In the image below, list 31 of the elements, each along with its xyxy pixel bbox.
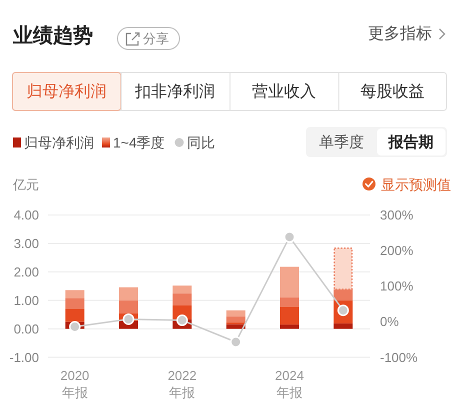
y-tick-label: 3.00 — [14, 236, 39, 251]
x-tick-label: 2024 年报 — [275, 368, 304, 400]
y2-tick-label: 0% — [380, 314, 400, 330]
text: 显示预测值 — [381, 176, 451, 192]
y2-tick-label: 300% — [380, 208, 414, 222]
y-tick-label: 0.00 — [14, 321, 39, 336]
y-tick-label: 4.00 — [14, 208, 39, 222]
legend: 归母净利润 1~4季度 同比 — [13, 134, 215, 150]
text: 扣非净利润 — [134, 82, 216, 100]
chart-title: 业绩趋势 — [12, 25, 93, 47]
y-tick-label: -1.00 — [9, 350, 39, 365]
text: 分享 — [143, 31, 169, 46]
text: 报告期 — [388, 134, 434, 151]
point — [69, 320, 81, 332]
y-tick-label: 2.00 — [14, 264, 39, 280]
point — [284, 231, 296, 243]
x-tick-label: 2022 年报 — [168, 368, 197, 400]
x-tick-label: 2020 年报 — [60, 368, 90, 400]
text: 营业收入 — [252, 82, 316, 100]
y-axis-title: 亿元 — [12, 177, 39, 192]
y2-tick-label: -100% — [380, 350, 418, 365]
text: 归母净利润 — [26, 82, 106, 100]
point — [122, 313, 134, 325]
y2-tick-label: 100% — [380, 278, 414, 294]
legend-label: 同比 — [186, 134, 215, 150]
y2-tick-label: 200% — [380, 243, 414, 258]
text: 单季度 — [319, 134, 364, 151]
y-tick-label: 1.00 — [14, 292, 39, 308]
text: 每股收益 — [360, 82, 425, 100]
point — [176, 314, 188, 326]
text: 更多指标 — [368, 24, 432, 42]
